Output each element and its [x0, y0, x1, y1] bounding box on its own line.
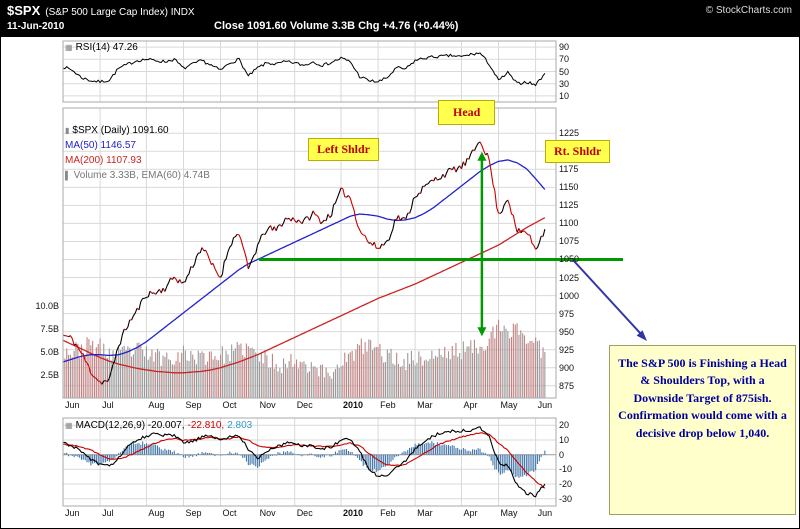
- x-axis-month: Dec: [296, 400, 313, 410]
- rsi-label-text: RSI(14) 47.26: [75, 42, 138, 53]
- price-axis-tick: 1225: [559, 128, 580, 139]
- x-axis-month: 2010: [343, 400, 364, 410]
- macd-label-signal: -22.810,: [187, 420, 225, 431]
- price-line-up: [68, 141, 546, 385]
- x-axis-month: Apr: [463, 400, 478, 410]
- right-shoulder-callout: Rt. Shldr: [545, 140, 611, 163]
- rsi-axis-tick: 30: [559, 78, 570, 89]
- x-axis-month: Aug: [148, 400, 165, 410]
- arrow-head-down-icon: [477, 327, 487, 337]
- rsi-line: [62, 52, 546, 87]
- price-axis-tick: 1050: [559, 254, 580, 265]
- x-axis-month: Jun: [65, 508, 80, 518]
- volume-legend-text: Volume 3.33B, EMA(60) 4.74B: [73, 170, 210, 181]
- x-axis-month: Sep: [185, 508, 202, 518]
- macd-axis-tick: 0: [559, 449, 565, 460]
- quote-date: 11-Jun-2010: [7, 21, 65, 32]
- x-axis-month: 2010: [343, 508, 364, 518]
- arrow-head-up-icon: [477, 151, 487, 161]
- symbol-fullname: (S&P 500 Large Cap Index) INDX: [45, 7, 195, 18]
- macd-axis-tick: -10: [559, 464, 573, 475]
- price-axis-tick: 975: [559, 308, 575, 319]
- rsi-axis-tick: 10: [559, 90, 570, 101]
- price-legend-symbol: ▮ $SPX (Daily) 1091.60: [65, 125, 169, 136]
- copyright: © StockCharts.com: [705, 5, 792, 16]
- x-axis-month: Feb: [380, 400, 396, 410]
- price-legend-ma50: MA(50) 1146.57: [65, 140, 136, 151]
- x-axis-month: Jul: [102, 400, 114, 410]
- macd-axis-tick: 20: [559, 420, 570, 431]
- price-axis-tick: 1025: [559, 272, 580, 283]
- price-axis-tick: 1125: [559, 200, 579, 211]
- arrow-head-icon: [636, 330, 647, 341]
- x-axis-month: Jun: [65, 400, 80, 410]
- note-pointer-arrow: [572, 259, 642, 335]
- rsi-axis-tick: 90: [559, 42, 570, 53]
- x-axis-month: Mar: [417, 508, 433, 518]
- macd-axis-tick: -20: [559, 479, 573, 489]
- x-axis-month: Nov: [259, 400, 276, 410]
- chart-header: $SPX (S&P 500 Large Cap Index) INDX © Sto…: [1, 1, 799, 37]
- rsi-label: ▦ RSI(14) 47.26: [65, 42, 138, 53]
- price-legend-symbol-text: $SPX (Daily) 1091.60: [72, 125, 169, 136]
- price-line-down: [62, 141, 544, 385]
- analysis-note: The S&P 500 is Finishing a Head & Should…: [609, 345, 796, 515]
- symbol-title: $SPX (S&P 500 Large Cap Index) INDX: [7, 3, 195, 18]
- symbol-text: $SPX: [7, 3, 41, 18]
- x-axis-month: Oct: [222, 400, 237, 410]
- volume-axis-tick: 5.0B: [40, 347, 59, 357]
- rsi-axis-tick: 70: [559, 54, 570, 65]
- x-axis-month: Jul: [102, 508, 114, 518]
- macd-label-main: MACD(12,26,9) -20.007,: [75, 420, 185, 431]
- x-axis-month: May: [500, 508, 518, 518]
- price-axis-tick: 1075: [559, 236, 580, 247]
- x-axis-month: Aug: [148, 508, 165, 518]
- price-axis-tick: 1100: [559, 218, 579, 229]
- x-axis-month: Sep: [185, 400, 202, 410]
- x-axis-month: Feb: [380, 508, 396, 518]
- ma50-line: [62, 159, 546, 363]
- volume-axis-tick: 2.5B: [40, 370, 59, 380]
- volume-axis-tick: 7.5B: [40, 324, 59, 334]
- price-axis-tick: 900: [559, 362, 575, 373]
- quote-summary: Close 1091.60 Volume 3.3B Chg +4.76 (+0.…: [214, 20, 459, 32]
- price-axis-tick: 950: [559, 326, 575, 337]
- macd-axis-tick: 10: [559, 435, 570, 445]
- price-axis-tick: 1150: [559, 182, 579, 193]
- x-axis-month: May: [500, 400, 518, 410]
- price-legend-ma200: MA(200) 1107.93: [65, 155, 142, 166]
- x-axis-month: Mar: [417, 400, 433, 410]
- volume-axis-tick: 10.0B: [35, 301, 59, 311]
- macd-line: [63, 426, 546, 498]
- x-axis-month: Oct: [222, 508, 237, 518]
- ma200-legend-text: MA(200) 1107.93: [65, 155, 142, 166]
- left-shoulder-callout: Left Shldr: [308, 138, 380, 161]
- indicator-icon: ▦: [65, 421, 73, 430]
- price-axis-tick: 1175: [559, 164, 579, 175]
- ma50-legend-text: MA(50) 1146.57: [65, 140, 136, 151]
- candlestick-icon: ▮: [65, 126, 70, 135]
- price-axis-tick: 875: [559, 380, 575, 391]
- price-axis-tick: 1000: [559, 290, 580, 301]
- x-axis-month: Dec: [296, 508, 313, 518]
- price-legend-volume: ▌ Volume 3.33B, EMA(60) 4.74B: [65, 170, 210, 181]
- macd-axis-tick: -30: [559, 493, 573, 504]
- rsi-axis-tick: 50: [559, 66, 570, 77]
- indicator-icon: ▦: [65, 43, 73, 52]
- head-callout: Head: [438, 100, 496, 125]
- macd-label-hist: 2.803: [227, 420, 253, 431]
- x-axis-month: Apr: [463, 508, 478, 518]
- x-axis-month: Nov: [259, 508, 276, 518]
- volume-icon: ▌: [65, 171, 71, 180]
- x-axis-month: Jun: [537, 400, 553, 410]
- macd-label: ▦ MACD(12,26,9) -20.007, -22.810, 2.803: [65, 420, 252, 431]
- x-axis-month: Jun: [537, 508, 553, 518]
- price-axis-tick: 925: [559, 344, 575, 355]
